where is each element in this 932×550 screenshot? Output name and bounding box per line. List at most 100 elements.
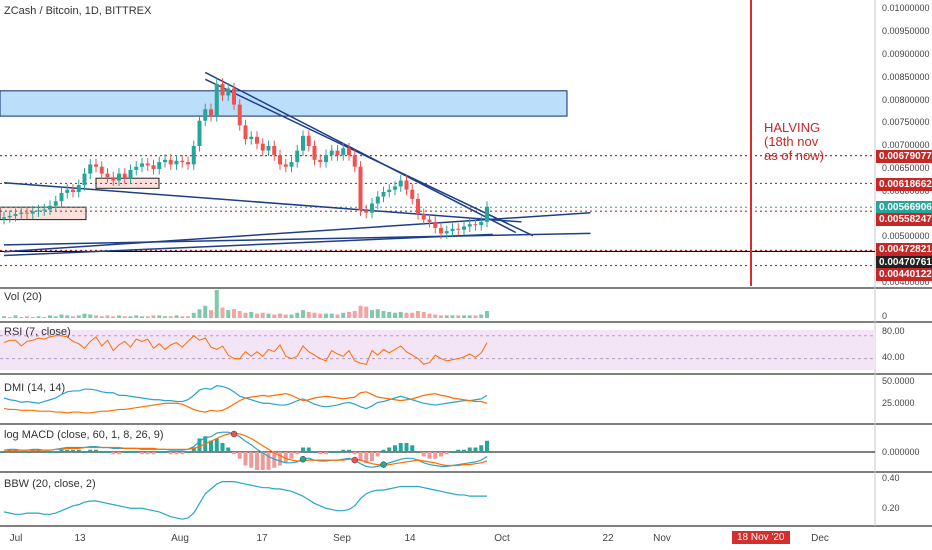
volume-bar <box>467 315 472 318</box>
candle-body <box>19 212 24 215</box>
dmi-axis-label: 25.0000 <box>882 398 915 408</box>
candle-body <box>450 228 455 232</box>
candle-body <box>117 173 121 181</box>
candle-body <box>479 221 484 226</box>
candle-body <box>260 143 265 151</box>
volume-bar <box>462 315 466 318</box>
trend-line <box>204 78 534 237</box>
volume-bar <box>174 315 179 318</box>
macd-label: log MACD (close, 60, 1, 8, 26, 9) <box>4 429 164 441</box>
macd-histogram-bar <box>283 452 288 464</box>
candle-body <box>283 164 288 167</box>
trend-line <box>3 182 522 223</box>
candle-body <box>398 180 403 187</box>
candle-body <box>232 88 236 105</box>
macd-histogram-bar <box>42 452 47 453</box>
volume-bar <box>237 311 242 318</box>
volume-bar <box>260 312 265 318</box>
candle-body <box>7 215 12 218</box>
candle-body <box>99 166 104 174</box>
candle-body <box>255 136 259 144</box>
candle-body <box>272 146 277 156</box>
macd-histogram-bar <box>134 452 139 453</box>
macd-histogram-bar <box>157 452 162 453</box>
candle-body <box>82 173 87 186</box>
volume-bar <box>7 317 12 318</box>
volume-bar <box>48 315 52 318</box>
candle-body <box>467 224 472 227</box>
volume-bar <box>404 312 409 318</box>
volume-bar <box>421 311 426 318</box>
macd-histogram-bar <box>370 452 374 461</box>
volume-bar <box>341 312 346 318</box>
volume-bar <box>301 310 305 318</box>
candle-body <box>375 196 380 204</box>
macd-histogram-bar <box>122 452 127 453</box>
volume-bar <box>191 312 196 318</box>
macd-histogram-bar <box>260 452 265 470</box>
candle-body <box>111 177 116 181</box>
volume-bar <box>283 314 288 318</box>
candle-body <box>473 224 478 226</box>
volume-bar <box>306 311 311 318</box>
volume-bar <box>289 314 294 318</box>
halving-date-badge: 18 Nov '20 <box>732 531 790 544</box>
y-tick-label: 0.00650000 <box>882 163 930 173</box>
volume-bar <box>312 312 317 318</box>
macd-histogram-bar <box>2 452 6 453</box>
macd-histogram-bar <box>404 443 409 452</box>
candle-body <box>358 166 363 211</box>
volume-bar <box>318 313 323 318</box>
volume-bar <box>220 307 225 318</box>
macd-histogram-bar <box>462 449 466 452</box>
candle-body <box>439 227 443 234</box>
macd-histogram-bar <box>99 452 104 453</box>
macd-histogram-bar <box>375 452 380 457</box>
rsi-line <box>3 335 488 365</box>
volume-bar <box>209 310 213 318</box>
candle-body <box>94 164 98 167</box>
candle-body <box>381 192 386 197</box>
macd-histogram-bar <box>180 452 185 455</box>
candle-body <box>122 173 127 179</box>
candle-body <box>140 163 144 167</box>
macd-histogram-bar <box>71 449 75 452</box>
volume-bar <box>53 316 58 318</box>
macd-histogram-bar <box>416 452 420 453</box>
macd-histogram-bar <box>318 452 323 455</box>
macd-histogram-bar <box>312 452 317 453</box>
macd-histogram-bar <box>289 452 294 459</box>
macd-cross-marker <box>299 455 307 463</box>
macd-histogram-bar <box>105 452 110 453</box>
volume-bar <box>99 316 104 318</box>
volume-bar <box>76 315 81 318</box>
macd-histogram-bar <box>306 447 311 452</box>
volume-bar <box>272 314 277 318</box>
price-level-badge: 0.00618662 <box>876 178 932 191</box>
macd-histogram-bar <box>59 449 64 452</box>
volume-bar <box>13 315 18 318</box>
macd-histogram-bar <box>456 449 461 452</box>
volume-bar <box>168 316 173 318</box>
candle-body <box>387 189 392 192</box>
volume-bar <box>203 305 208 318</box>
volume-bar <box>163 316 167 318</box>
halving-annotation: HALVING (18th nov as of now) <box>764 121 824 163</box>
candle-body <box>180 160 185 163</box>
volume-label: Vol (20) <box>4 291 42 303</box>
macd-histogram-bar <box>191 447 196 452</box>
macd-histogram-bar <box>335 452 340 453</box>
candle-body <box>145 163 150 166</box>
volume-bar <box>375 309 380 318</box>
candle-body <box>364 210 369 213</box>
macd-histogram-bar <box>76 449 81 452</box>
macd-histogram-bar <box>197 438 202 452</box>
price-level-badge: 0.00472821 <box>876 243 932 256</box>
macd-histogram-bar <box>387 447 392 452</box>
volume-bar <box>485 311 489 318</box>
macd-histogram-bar <box>48 452 52 453</box>
macd-histogram-bar <box>25 452 29 453</box>
candle-body <box>335 150 340 156</box>
macd-histogram-bar <box>168 452 173 455</box>
